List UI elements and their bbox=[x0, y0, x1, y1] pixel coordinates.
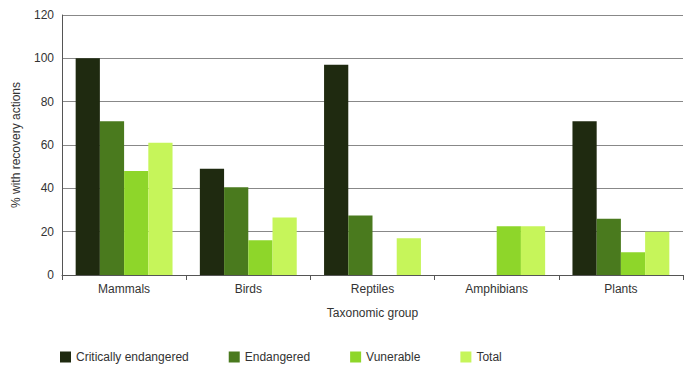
svg-text:Birds: Birds bbox=[235, 282, 262, 296]
svg-text:Endangered: Endangered bbox=[245, 350, 310, 364]
svg-text:Vunerable: Vunerable bbox=[366, 350, 421, 364]
svg-text:Total: Total bbox=[476, 350, 501, 364]
svg-text:Mammals: Mammals bbox=[98, 282, 150, 296]
svg-text:0: 0 bbox=[47, 268, 54, 282]
svg-text:100: 100 bbox=[34, 51, 54, 65]
svg-text:60: 60 bbox=[41, 138, 55, 152]
svg-text:40: 40 bbox=[41, 181, 55, 195]
svg-text:Plants: Plants bbox=[604, 282, 637, 296]
svg-text:120: 120 bbox=[34, 8, 54, 22]
svg-text:80: 80 bbox=[41, 95, 55, 109]
svg-text:Reptiles: Reptiles bbox=[351, 282, 394, 296]
svg-text:20: 20 bbox=[41, 225, 55, 239]
svg-text:Taxonomic group: Taxonomic group bbox=[327, 306, 419, 320]
svg-text:Amphibians: Amphibians bbox=[465, 282, 528, 296]
svg-text:Critically endangered: Critically endangered bbox=[76, 350, 189, 364]
svg-text:% with recovery actions: % with recovery actions bbox=[9, 82, 23, 208]
